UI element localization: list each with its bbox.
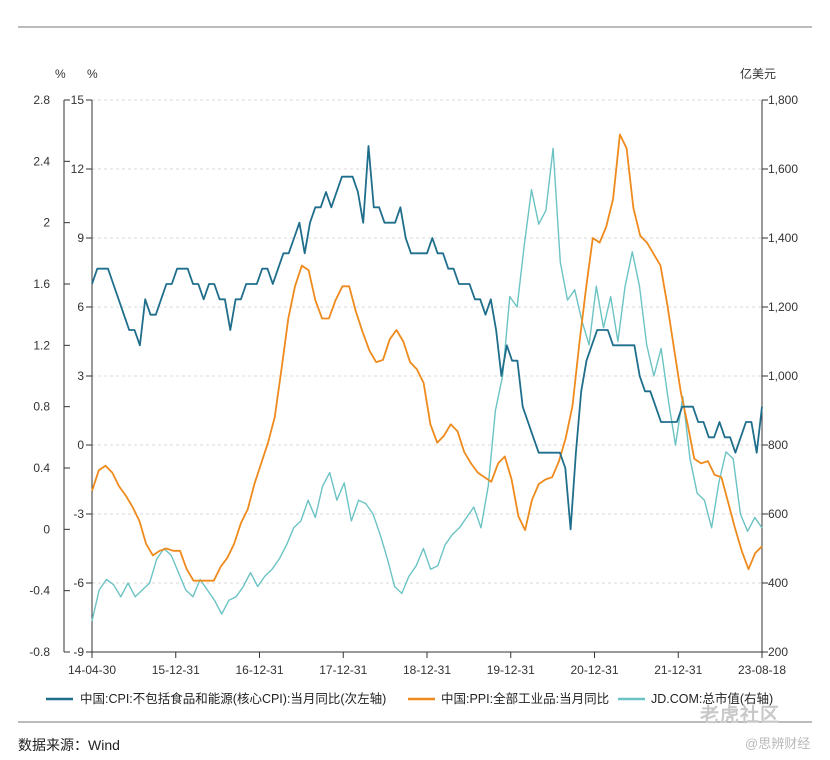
cpi-series-line [91,145,763,531]
left-outer-tick-label: 1.2 [33,338,50,352]
left-inner-tick-label: 12 [71,162,85,176]
left-inner-tick-label: -6 [73,576,84,590]
right-tick-label: 1,400 [768,231,798,245]
x-tick-label: 14-04-30 [68,663,116,677]
x-tick-label: 16-12-31 [235,663,283,677]
left-outer-tick-label: 0.4 [33,461,50,475]
right-tick-label: 400 [768,576,788,590]
left-outer-tick-label: -0.4 [29,584,50,598]
right-tick-label: 1,200 [768,300,798,314]
left-outer-tick-label: 1.6 [33,277,50,291]
legend-item-jd: JD.COM:总市值(右轴) [651,691,773,706]
x-tick-label: 15-12-31 [152,663,200,677]
left-outer-tick-label: -0.8 [29,645,50,659]
x-tick-label: 21-12-31 [654,663,702,677]
left-inner-unit: % [87,67,98,81]
watermark-logo: 老虎社区 [700,705,781,726]
grid [92,99,762,653]
legend: 中国:CPI:不包括食品和能源(核心CPI):当月同比(次左轴) 中国:PPI:… [46,691,773,706]
source-note: 数据来源：Wind [18,737,120,753]
right-tick-label: 1,000 [768,369,798,383]
left-outer-tick-label: 2 [43,216,50,230]
legend-item-ppi: 中国:PPI:全部工业品:当月同比 [441,691,609,706]
left-outer-tick-label: 0 [43,522,50,536]
left-inner-tick-label: 15 [71,93,85,107]
x-tick-label: 17-12-31 [319,663,367,677]
right-tick-label: 1,800 [768,93,798,107]
left-outer-tick-label: 0.8 [33,400,50,414]
x-tick-label: 19-12-31 [487,663,535,677]
right-unit: 亿美元 [740,66,776,81]
x-tick-label: 20-12-31 [570,663,618,677]
left-inner-tick-label: 6 [77,300,84,314]
ppi-series-line [91,133,763,582]
left-inner-tick-label: -3 [73,507,84,521]
right-tick-label: 800 [768,438,788,452]
plot-area [91,133,763,622]
left-inner-tick-label: 0 [77,438,84,452]
right-tick-label: 200 [768,645,788,659]
left-outer-tick-label: 2.8 [33,93,50,107]
x-tick-label: 23-08-18 [738,663,786,677]
left-inner-tick-label: 3 [77,369,84,383]
legend-item-cpi: 中国:CPI:不包括食品和能源(核心CPI):当月同比(次左轴) [80,691,386,706]
left-inner-tick-label: -9 [73,645,84,659]
x-tick-label: 18-12-31 [403,663,451,677]
jd-series-line [91,147,763,622]
left-outer-unit: % [55,67,66,81]
left-inner-tick-label: 9 [77,231,84,245]
left-outer-tick-label: 2.4 [33,154,50,168]
watermark-handle: @思辨财经 [745,736,811,751]
right-tick-label: 600 [768,507,788,521]
right-tick-label: 1,600 [768,162,798,176]
axes: 2.8 2.4 2 1.6 1.2 0.8 0.4 0 -0.4 -0.8 15 12 9 6 3 0 -3 -6… [29,93,798,677]
